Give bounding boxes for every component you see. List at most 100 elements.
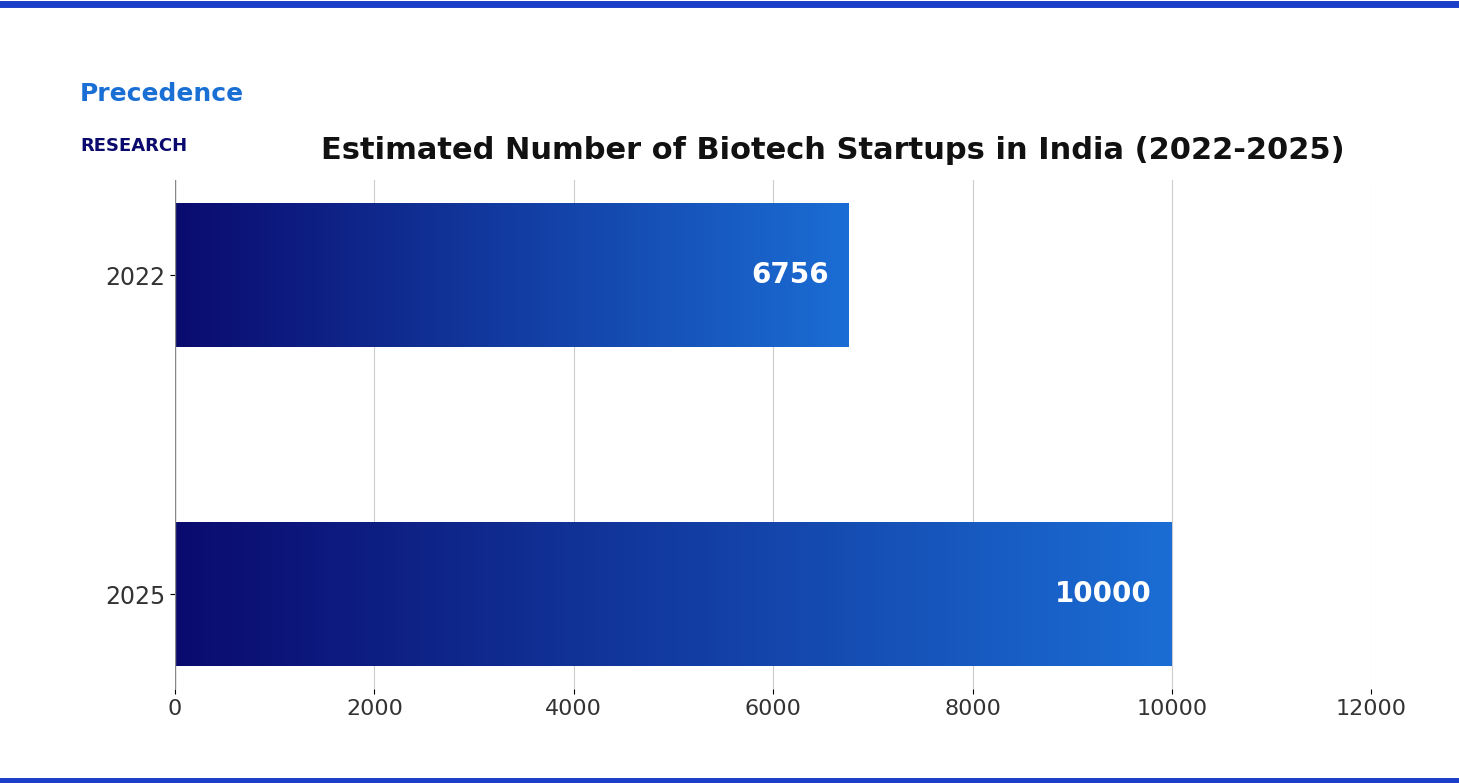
Bar bbox=[1119, 522, 1122, 666]
Bar bbox=[347, 522, 352, 666]
Bar bbox=[271, 522, 274, 666]
Bar bbox=[474, 204, 476, 347]
Bar bbox=[751, 204, 754, 347]
Bar bbox=[642, 204, 645, 347]
Bar bbox=[687, 522, 690, 666]
Bar bbox=[1029, 522, 1033, 666]
Bar bbox=[271, 204, 274, 347]
Bar bbox=[670, 522, 674, 666]
Bar bbox=[1125, 522, 1129, 666]
Bar bbox=[783, 522, 786, 666]
Bar bbox=[514, 522, 518, 666]
Bar bbox=[255, 204, 258, 347]
Bar bbox=[791, 204, 792, 347]
Bar bbox=[236, 204, 238, 347]
Bar bbox=[680, 204, 683, 347]
Bar bbox=[950, 522, 953, 666]
Bar bbox=[391, 204, 392, 347]
Bar bbox=[641, 204, 642, 347]
Bar bbox=[512, 204, 514, 347]
Bar bbox=[441, 204, 442, 347]
Bar bbox=[343, 204, 346, 347]
Bar bbox=[207, 204, 209, 347]
Bar bbox=[737, 204, 738, 347]
Bar bbox=[794, 522, 797, 666]
Bar bbox=[604, 522, 607, 666]
Bar bbox=[676, 204, 678, 347]
Bar bbox=[692, 204, 693, 347]
Bar bbox=[775, 204, 776, 347]
Bar bbox=[734, 204, 737, 347]
Bar bbox=[305, 522, 308, 666]
Bar bbox=[438, 204, 441, 347]
Bar bbox=[753, 522, 757, 666]
Bar bbox=[800, 522, 802, 666]
Bar bbox=[579, 204, 582, 347]
Bar bbox=[983, 522, 986, 666]
Bar bbox=[321, 522, 324, 666]
Bar bbox=[705, 204, 708, 347]
Bar bbox=[204, 204, 207, 347]
Bar bbox=[667, 522, 670, 666]
Bar bbox=[407, 522, 411, 666]
Bar bbox=[238, 204, 241, 347]
Bar bbox=[188, 522, 191, 666]
Bar bbox=[854, 522, 856, 666]
Bar bbox=[730, 204, 732, 347]
Bar bbox=[611, 204, 613, 347]
Bar bbox=[657, 522, 661, 666]
Bar bbox=[484, 204, 487, 347]
Bar bbox=[821, 204, 824, 347]
Bar bbox=[231, 204, 233, 347]
Bar bbox=[617, 522, 620, 666]
Bar bbox=[212, 522, 214, 666]
Bar bbox=[379, 204, 382, 347]
Bar bbox=[454, 204, 455, 347]
Bar bbox=[198, 522, 201, 666]
Bar bbox=[820, 522, 823, 666]
Bar bbox=[1075, 522, 1080, 666]
Bar bbox=[413, 204, 416, 347]
Bar bbox=[1049, 522, 1052, 666]
Bar bbox=[401, 204, 404, 347]
Bar bbox=[572, 204, 575, 347]
Bar bbox=[664, 204, 667, 347]
Bar bbox=[276, 204, 279, 347]
Bar bbox=[578, 522, 581, 666]
Bar bbox=[573, 522, 578, 666]
Bar bbox=[213, 204, 216, 347]
Bar bbox=[238, 522, 242, 666]
Bar bbox=[797, 522, 800, 666]
Bar bbox=[233, 204, 236, 347]
Bar bbox=[1139, 522, 1142, 666]
Bar bbox=[337, 204, 338, 347]
Bar bbox=[371, 204, 372, 347]
Bar bbox=[817, 204, 820, 347]
Bar bbox=[999, 522, 1002, 666]
Bar bbox=[248, 522, 251, 666]
Bar bbox=[495, 522, 498, 666]
Bar bbox=[716, 522, 721, 666]
Bar bbox=[654, 522, 657, 666]
Bar bbox=[235, 522, 238, 666]
Bar bbox=[797, 204, 800, 347]
Bar bbox=[750, 522, 753, 666]
Bar bbox=[584, 204, 587, 347]
Bar bbox=[992, 522, 996, 666]
Bar bbox=[1023, 522, 1026, 666]
Bar bbox=[464, 522, 467, 666]
Bar bbox=[568, 522, 570, 666]
Bar bbox=[353, 204, 355, 347]
Bar bbox=[597, 522, 601, 666]
Bar bbox=[433, 204, 436, 347]
Bar bbox=[471, 204, 474, 347]
Bar bbox=[196, 204, 197, 347]
Bar bbox=[830, 522, 833, 666]
Bar bbox=[674, 204, 676, 347]
Bar bbox=[400, 204, 401, 347]
Text: 6756: 6756 bbox=[751, 261, 829, 289]
Bar bbox=[563, 204, 566, 347]
Bar bbox=[222, 204, 225, 347]
Bar bbox=[404, 522, 407, 666]
Bar bbox=[823, 522, 826, 666]
